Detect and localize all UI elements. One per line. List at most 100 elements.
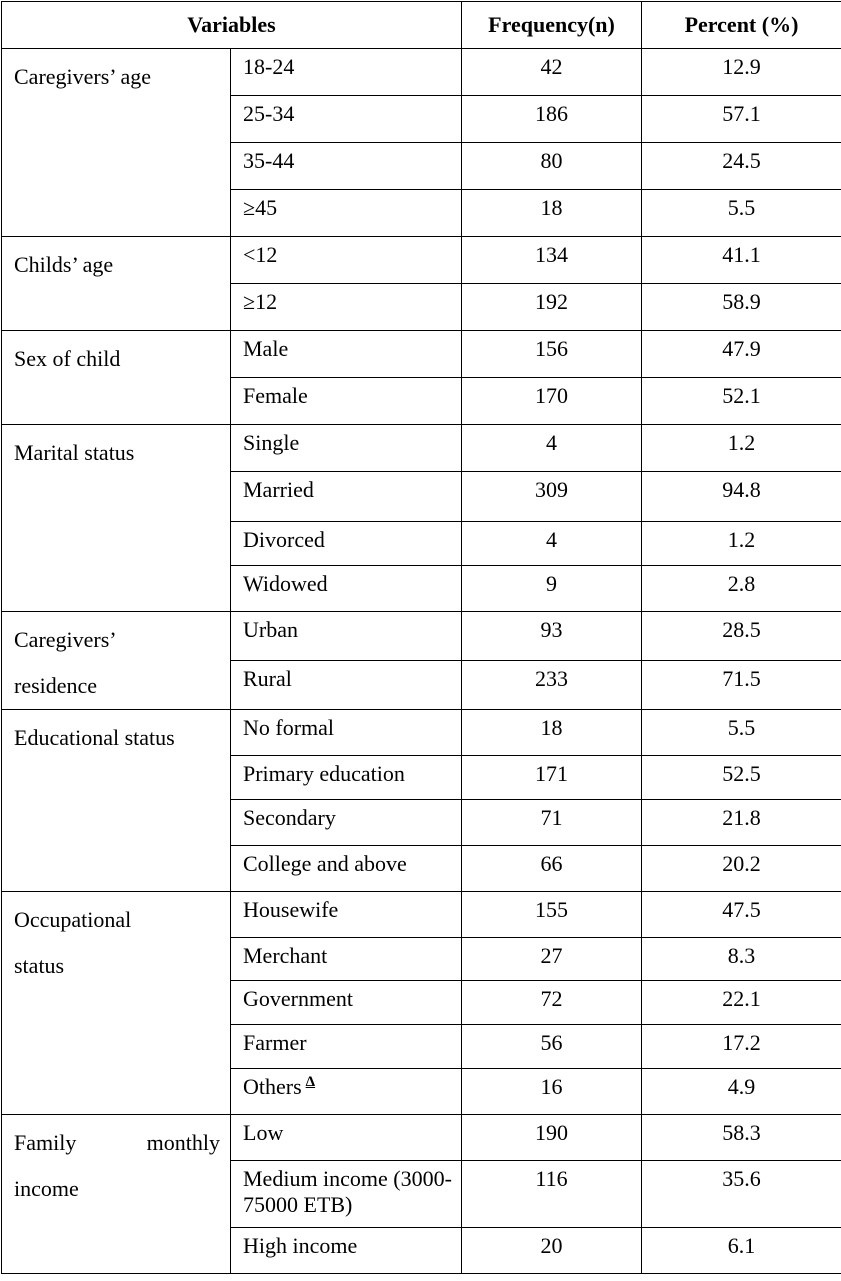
category-cell: ≥12 — [231, 284, 462, 331]
percent-cell: 4.9 — [642, 1069, 841, 1115]
category-cell: Single — [231, 425, 462, 472]
variable-label: Caregivers’ age — [2, 49, 231, 237]
category-cell: Merchant — [231, 938, 462, 981]
percent-cell: 52.1 — [642, 378, 841, 425]
frequency-cell: 309 — [462, 472, 642, 522]
header-percent: Percent (%) — [642, 2, 841, 49]
percent-cell: 35.6 — [642, 1161, 841, 1228]
category-label: Married — [243, 477, 314, 502]
category-cell: Divorced — [231, 522, 462, 566]
category-label: Male — [243, 336, 288, 361]
percent-cell: 47.5 — [642, 892, 841, 938]
category-cell: Widowed — [231, 566, 462, 612]
category-cell: Secondary — [231, 800, 462, 846]
frequency-cell: 4 — [462, 522, 642, 566]
frequency-cell: 72 — [462, 981, 642, 1025]
category-label: Primary education — [243, 761, 405, 786]
header-frequency: Frequency(n) — [462, 2, 642, 49]
percent-cell: 22.1 — [642, 981, 841, 1025]
category-cell: Primary education — [231, 756, 462, 800]
category-label: Single — [243, 430, 299, 455]
category-cell: Rural — [231, 661, 462, 710]
category-cell: Urban — [231, 612, 462, 661]
category-label: Low — [243, 1120, 283, 1145]
variable-label-line: income — [14, 1166, 220, 1212]
header-variables: Variables — [2, 2, 462, 49]
percent-cell: 24.5 — [642, 143, 841, 190]
percent-cell: 58.9 — [642, 284, 841, 331]
category-label: Divorced — [243, 527, 325, 552]
frequency-cell: 18 — [462, 710, 642, 756]
category-cell: College and above — [231, 846, 462, 892]
frequency-cell: 20 — [462, 1228, 642, 1274]
frequency-cell: 18 — [462, 190, 642, 237]
category-cell: Farmer — [231, 1025, 462, 1069]
category-label: Rural — [243, 666, 292, 691]
variable-label-line: status — [14, 943, 230, 989]
variable-label: Sex of child — [2, 331, 231, 425]
frequency-cell: 9 — [462, 566, 642, 612]
category-label: 25-34 — [243, 101, 294, 126]
percent-cell: 5.5 — [642, 710, 841, 756]
category-cell: No formal — [231, 710, 462, 756]
category-label: High income — [243, 1233, 357, 1258]
category-cell: Male — [231, 331, 462, 378]
frequency-cell: 190 — [462, 1115, 642, 1161]
percent-cell: 52.5 — [642, 756, 841, 800]
category-label: 35-44 — [243, 148, 294, 173]
percent-cell: 58.3 — [642, 1115, 841, 1161]
category-label: ≥45 — [243, 195, 277, 220]
category-label: College and above — [243, 851, 407, 876]
category-cell: Government — [231, 981, 462, 1025]
variable-label-line: Occupational — [14, 897, 230, 943]
category-cell: Married — [231, 472, 462, 522]
category-label: Female — [243, 383, 308, 408]
percent-cell: 1.2 — [642, 425, 841, 472]
variable-label: Childs’ age — [2, 237, 231, 331]
variable-label-line: Childs’ age — [14, 242, 230, 288]
frequency-cell: 186 — [462, 96, 642, 143]
percent-cell: 1.2 — [642, 522, 841, 566]
category-cell: 25-34 — [231, 96, 462, 143]
category-cell: <12 — [231, 237, 462, 284]
frequency-cell: 233 — [462, 661, 642, 710]
category-cell: Medium income (3000-75000 ETB) — [231, 1161, 462, 1228]
category-label: Merchant — [243, 943, 327, 968]
percent-cell: 21.8 — [642, 800, 841, 846]
category-label: Urban — [243, 617, 298, 642]
category-cell: 35-44 — [231, 143, 462, 190]
category-label: No formal — [243, 715, 334, 740]
category-cell: High income — [231, 1228, 462, 1274]
frequency-cell: 170 — [462, 378, 642, 425]
variable-label-line: Sex of child — [14, 336, 230, 382]
percent-cell: 20.2 — [642, 846, 841, 892]
percent-cell: 17.2 — [642, 1025, 841, 1069]
frequency-cell: 71 — [462, 800, 642, 846]
percent-cell: 28.5 — [642, 612, 841, 661]
category-label: Farmer — [243, 1030, 307, 1055]
variable-label-line: Family monthly — [14, 1120, 220, 1166]
category-cell: Low — [231, 1115, 462, 1161]
variable-label: Educational status — [2, 710, 231, 892]
category-label: Housewife — [243, 897, 338, 922]
category-cell: ≥45 — [231, 190, 462, 237]
variable-label-line: residence — [14, 663, 230, 709]
frequency-cell: 16 — [462, 1069, 642, 1115]
category-label: 18-24 — [243, 54, 294, 79]
variable-label-line: Marital status — [14, 430, 230, 476]
frequency-cell: 134 — [462, 237, 642, 284]
variable-label-line: Caregivers’ age — [14, 54, 230, 100]
frequency-cell: 42 — [462, 49, 642, 96]
